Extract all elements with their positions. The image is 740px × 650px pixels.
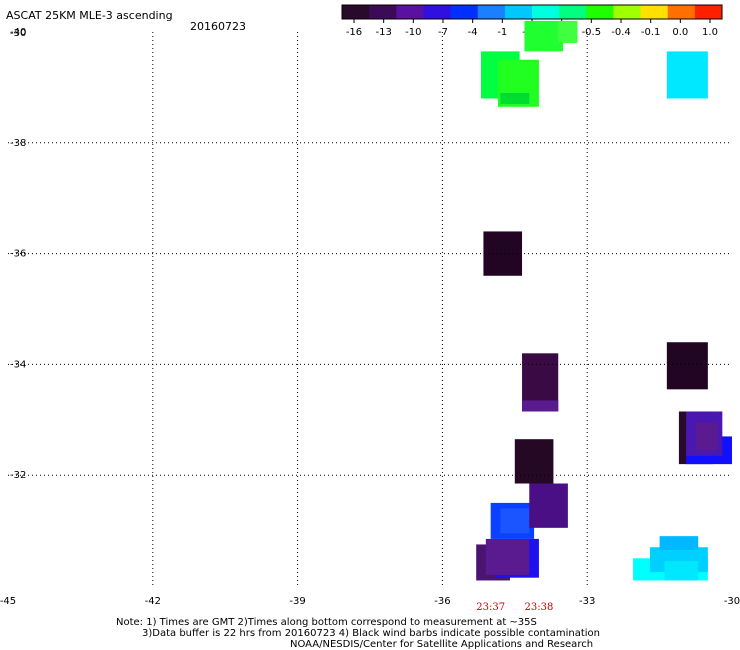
y-tick-label: -36 xyxy=(10,249,26,260)
data-cell-8 xyxy=(522,400,559,412)
time-label: 23:37 xyxy=(476,602,505,613)
colorbar-label: -13 xyxy=(375,27,391,38)
data-cell-22 xyxy=(524,20,564,52)
colorbar-label: 1.0 xyxy=(702,27,718,38)
colorbar-label: -16 xyxy=(346,27,362,38)
x-tick-label: -30 xyxy=(724,596,740,607)
colorbar-label: -4 xyxy=(468,27,478,38)
colorbar-label: -0.1 xyxy=(641,27,661,38)
data-cell-9 xyxy=(483,231,523,276)
y-tick-label: -34 xyxy=(10,359,26,370)
data-cell-13 xyxy=(695,422,718,451)
y-tick-label: -40 xyxy=(10,27,26,38)
colorbar-label: -7 xyxy=(438,27,448,38)
time-labels: 23:37 23:38 xyxy=(476,602,553,613)
grid-lines xyxy=(8,32,732,586)
colorbar-swatch xyxy=(640,5,669,19)
colorbar-swatch xyxy=(477,5,506,19)
y-tick-label: -30 xyxy=(10,28,26,39)
colorbar-swatch xyxy=(450,5,479,19)
colorbar-swatch xyxy=(613,5,642,19)
x-tick-label: -36 xyxy=(434,596,450,607)
note-line-3: NOAA/NESDIS/Center for Satellite Applica… xyxy=(290,639,593,650)
colorbar-swatch xyxy=(559,5,587,19)
note-line-1: Note: 1) Times are GMT 2)Times along bot… xyxy=(116,617,537,628)
colorbar-swatch xyxy=(396,5,424,19)
colorbar-swatch xyxy=(694,5,723,19)
x-tick-label: -45 xyxy=(0,596,16,607)
colorbar xyxy=(341,4,723,20)
data-cell-21 xyxy=(500,92,530,105)
colorbar-label: 0.0 xyxy=(672,27,688,38)
colorbar-swatch xyxy=(532,5,560,19)
data-cell-14 xyxy=(666,342,708,390)
data-cell-4 xyxy=(500,508,530,534)
data-cell-23 xyxy=(558,20,578,44)
data-cell-18 xyxy=(664,561,699,581)
colorbar-swatch xyxy=(423,5,452,19)
colorbar-label: -0.4 xyxy=(611,27,631,38)
colorbar-swatch xyxy=(369,5,397,19)
axes: -45 -42 -39 -36 -33 -30 -30 -32 -34 -36 -38 -40 xyxy=(0,27,740,607)
colorbar-label: -1 xyxy=(497,27,507,38)
x-tick-label: -33 xyxy=(579,596,595,607)
data-cell-17 xyxy=(659,536,699,550)
data-cell-6 xyxy=(514,439,554,484)
data-cell-24 xyxy=(666,51,708,99)
time-label: 23:38 xyxy=(525,602,554,613)
chart-date: 20160723 xyxy=(190,20,246,33)
chart-title: ASCAT 25KM MLE-3 ascending xyxy=(6,9,173,22)
colorbar-swatch xyxy=(504,5,533,19)
colorbar-label: -0.5 xyxy=(582,27,602,38)
x-tick-label: -42 xyxy=(145,596,161,607)
x-tick-label: -39 xyxy=(289,596,305,607)
y-tick-label: -32 xyxy=(10,470,26,481)
colorbar-swatch xyxy=(342,5,370,19)
data-cells xyxy=(476,20,732,581)
note-line-2: 3)Data buffer is 22 hrs from 20160723 4)… xyxy=(142,628,600,639)
data-cell-2 xyxy=(485,538,530,575)
colorbar-swatch xyxy=(586,5,614,19)
y-tick-label: -38 xyxy=(10,138,26,149)
colorbar-swatch xyxy=(667,5,696,19)
data-cell-5 xyxy=(529,483,568,528)
colorbar-label: -10 xyxy=(405,27,421,38)
